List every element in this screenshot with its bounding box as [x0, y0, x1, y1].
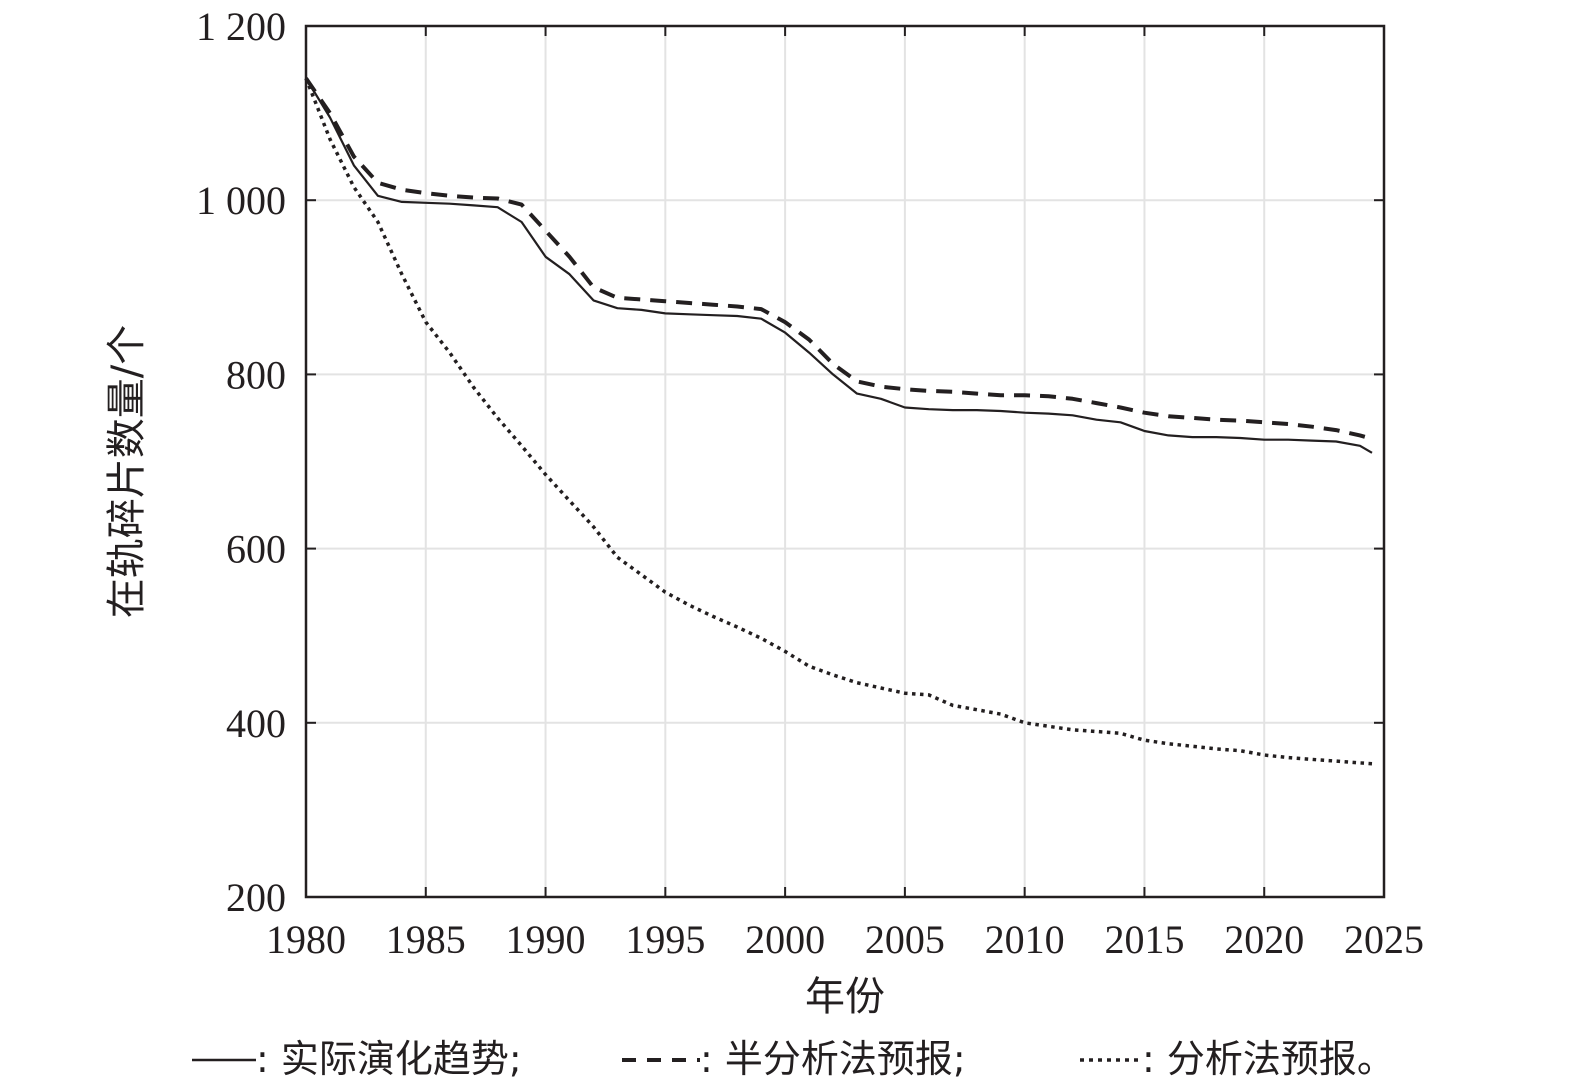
legend-label-actual: : 实际演化趋势; [256, 1037, 522, 1081]
y-axis-title: 在轨碎片数量/个 [104, 325, 150, 618]
x-axis-ticks: 1980 1985 1990 1995 2000 2005 2010 2015 2020 2025 [266, 26, 1424, 962]
y-tick-label: 200 [226, 875, 286, 920]
x-tick-label: 2005 [865, 917, 945, 962]
x-tick-label: 2000 [745, 917, 825, 962]
y-tick-label: 1 000 [196, 178, 286, 223]
series-line-dotted [304, 77, 1373, 766]
x-tick-label: 1995 [625, 917, 705, 962]
y-axis-ticks: 200 400 600 800 1 000 1 200 [196, 4, 1384, 920]
legend: : 实际演化趋势; : 半分析法预报; : 分析法预报。 [192, 1037, 1395, 1081]
legend-label-semianalytic: : 半分析法预报; [700, 1037, 966, 1081]
y-tick-label: 600 [226, 527, 286, 572]
x-tick-label: 1980 [266, 917, 346, 962]
series-line-dashed [304, 77, 1373, 441]
x-tick-label: 1985 [386, 917, 466, 962]
x-tick-label: 2025 [1344, 917, 1424, 962]
y-tick-label: 400 [226, 701, 286, 746]
x-axis-title: 年份 [805, 974, 885, 1020]
y-tick-label: 1 200 [196, 4, 286, 49]
x-tick-label: 2020 [1224, 917, 1304, 962]
x-tick-label: 2015 [1104, 917, 1184, 962]
y-tick-label: 800 [226, 352, 286, 397]
x-tick-label: 1990 [506, 917, 586, 962]
series-line-solid [305, 77, 1373, 454]
legend-label-analytic: : 分析法预报。 [1142, 1037, 1395, 1081]
series-layer [304, 77, 1373, 766]
x-tick-label: 2010 [985, 917, 1065, 962]
plot-area-frame [304, 24, 1386, 899]
